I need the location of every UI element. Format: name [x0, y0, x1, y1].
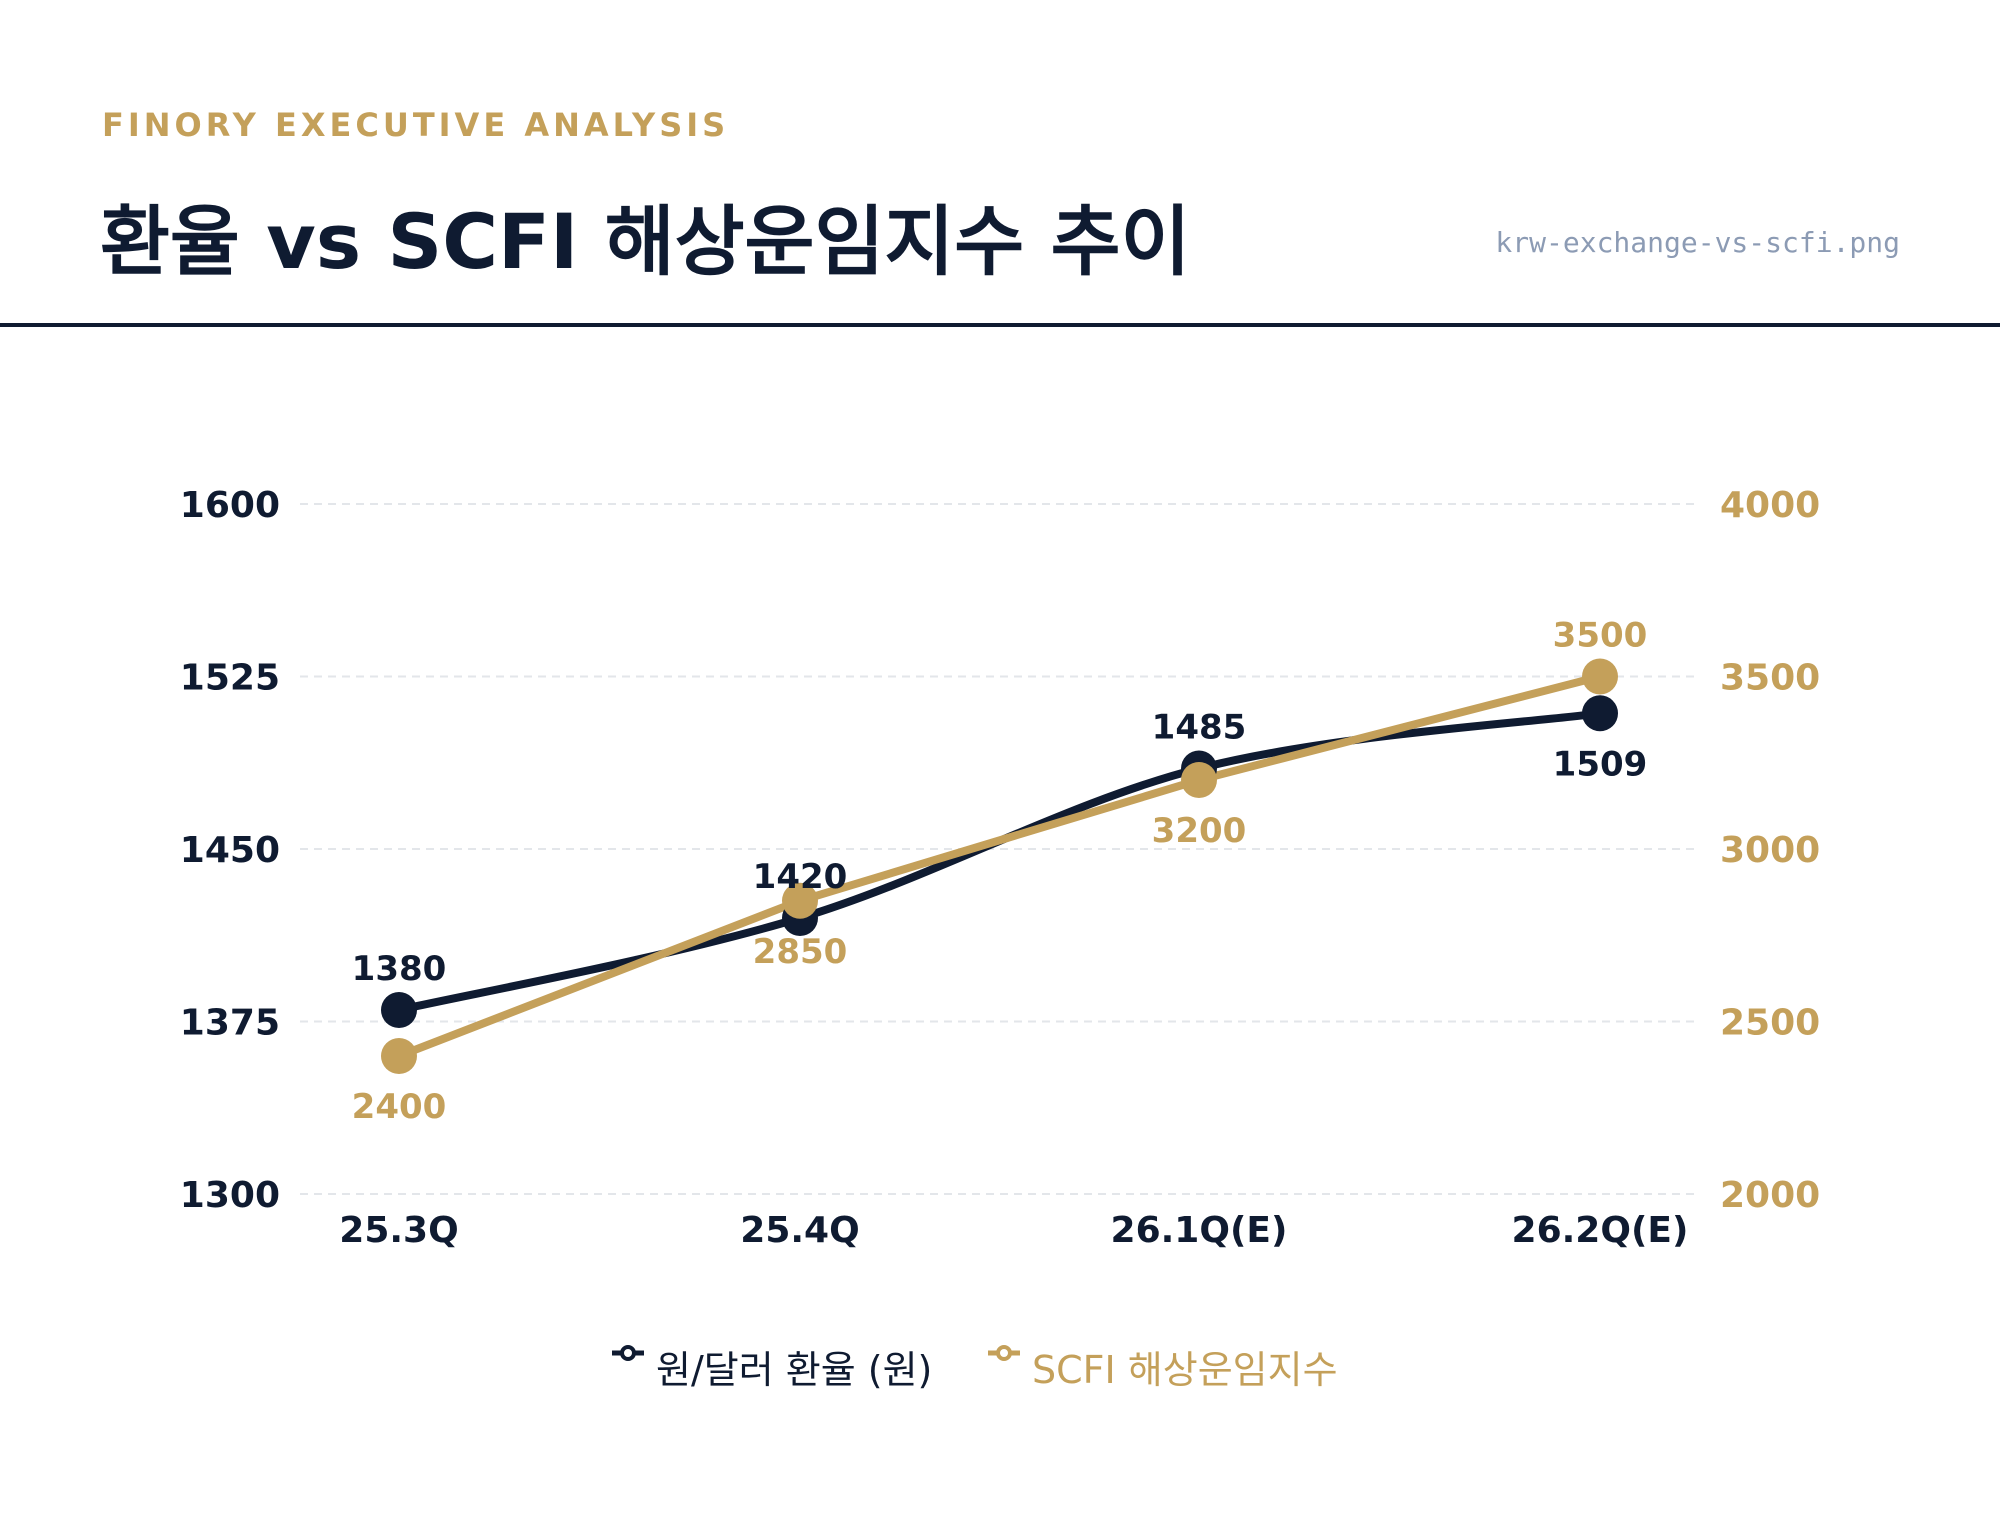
data-label: 1485 [1152, 708, 1247, 748]
legend-label: 원/달러 환율 (원) [656, 1348, 932, 1392]
legend-marker-icon [620, 1345, 636, 1361]
y-right-tick-label: 2500 [1720, 1003, 1820, 1044]
data-point [1582, 658, 1618, 695]
legend-label: SCFI 해상운임지수 [1032, 1348, 1338, 1392]
page-title: 환율 vs SCFI 해상운임지수 추이 [100, 197, 1191, 286]
data-label: 1509 [1553, 744, 1648, 784]
legend-item-exchange-rate[interactable]: 원/달러 환율 (원) [612, 1345, 932, 1392]
data-label: 3500 [1553, 616, 1648, 656]
data-label: 2850 [753, 932, 848, 972]
legend-marker-icon [996, 1345, 1012, 1361]
x-tick-label: 26.2Q(E) [1512, 1210, 1689, 1251]
y-right-tick-label: 3000 [1720, 830, 1820, 871]
chart-legend: 원/달러 환율 (원) SCFI 해상운임지수 [612, 1345, 1338, 1392]
x-tick-label: 25.3Q [339, 1210, 458, 1251]
data-label: 2400 [352, 1087, 447, 1127]
y-right-tick-label: 3500 [1720, 658, 1820, 699]
data-point [381, 992, 417, 1028]
data-label: 3200 [1152, 811, 1247, 851]
file-name: krw-exchange-vs-scfi.png [1495, 226, 1900, 259]
y-right-tick-label: 4000 [1720, 485, 1820, 526]
y-left-tick-label: 1525 [180, 658, 280, 699]
x-tick-label: 26.1Q(E) [1111, 1210, 1288, 1251]
y-left-tick-label: 1375 [180, 1003, 280, 1044]
data-point [1181, 762, 1217, 798]
data-label: 1420 [753, 857, 848, 897]
report-kicker: FINORY EXECUTIVE ANALYSIS [102, 106, 730, 144]
data-label: 1380 [352, 949, 447, 989]
y-right-tick-label: 2000 [1720, 1175, 1820, 1216]
header-divider [0, 323, 2000, 327]
series-line-exchange-rate [398, 709, 1601, 1014]
series-line-scfi [397, 672, 1601, 1060]
data-point [1582, 695, 1618, 732]
y-left-tick-label: 1300 [180, 1175, 280, 1216]
x-tick-label: 25.4Q [740, 1210, 859, 1251]
legend-item-scfi[interactable]: SCFI 해상운임지수 [988, 1345, 1338, 1392]
y-left-tick-label: 1600 [180, 485, 280, 526]
data-point [782, 882, 818, 919]
y-left-tick-label: 1450 [180, 830, 280, 871]
data-point [381, 1038, 417, 1074]
